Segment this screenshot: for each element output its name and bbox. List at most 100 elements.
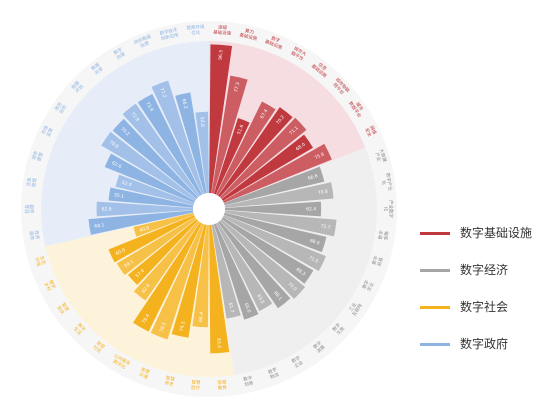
bar-society[interactable] [171,224,207,338]
bar-infra[interactable] [218,107,293,198]
legend-swatch [420,343,450,346]
bar-value-label: 62.6 [111,160,123,170]
bar-economy[interactable] [211,224,241,319]
bar-government[interactable] [101,131,197,201]
category-label: 数字生活 [72,322,88,337]
bar-value-label: 71.1 [288,125,300,136]
bar-economy[interactable] [216,222,273,312]
category-label: 产业数字化 [382,200,394,218]
bar-government[interactable] [137,93,202,196]
bar-value-label: 96.5 [218,50,225,61]
category-label: 社会治理 [23,204,35,213]
bar-value-label: 57.4 [134,268,146,279]
category-label: 数字技术创新应用 [159,26,180,42]
category-label: 智慧就业 [56,301,72,316]
bar-society[interactable] [127,219,199,285]
bar-society[interactable] [192,224,209,328]
bar-economy[interactable] [219,219,306,299]
legend-label: 数字经济 [460,263,509,277]
bar-economy[interactable] [218,220,291,309]
bar-government[interactable] [88,210,194,235]
bar-value-label: 62.6 [102,207,112,213]
bar-value-label: 78.5 [158,321,167,333]
category-label: 生态环境 [33,255,48,268]
bar-value-label: 67.4 [259,108,269,120]
bar-value-label: 83.4 [215,338,222,349]
category-label: 数字金融 [377,229,391,240]
category-label: 数字治理 [112,46,126,61]
category-label: 数字农业 [360,278,375,292]
bar-value-label: 74.3 [179,321,187,332]
bar-infra[interactable] [211,75,248,194]
bar-government[interactable] [195,111,209,194]
bar-value-label: 59.1 [123,259,135,270]
category-label: 营商环境优化 [186,23,205,37]
bar-economy[interactable] [224,182,334,208]
bar-value-label: 77.3 [233,82,241,93]
category-label: 数字企业 [290,354,304,369]
category-label: 智慧医疗 [191,378,201,391]
legend-swatch [420,269,450,272]
bar-value-label: 77.2 [158,87,167,99]
bar-value-label: 40.0 [139,225,150,234]
category-label: 大数据产业 [373,148,389,165]
bar-society[interactable] [133,212,195,237]
bar-economy[interactable] [223,166,325,206]
category-label: 智慧教育 [217,378,227,391]
bar-value-label: 55.1 [114,192,125,199]
bar-government[interactable] [175,92,207,194]
bar-value-label: 61.7 [227,302,235,313]
bar-infra[interactable] [209,44,233,194]
bar-government[interactable] [108,187,194,208]
category-label: 数据共享 [90,61,105,77]
bar-society[interactable] [108,214,196,263]
category-label: 智慧交通 [138,366,151,381]
bar-economy[interactable] [223,212,327,253]
bar-society[interactable] [132,222,202,332]
bar-infra[interactable] [219,117,307,199]
bar-economy[interactable] [224,201,322,217]
bar-society[interactable] [133,220,200,301]
bar-society[interactable] [209,224,230,354]
bar-infra[interactable] [221,134,314,201]
bar-economy[interactable] [221,217,314,284]
category-label: 数字物流 [267,366,280,381]
bar-value-label: 65.0 [243,302,252,314]
category-label: 政务服务 [28,230,42,241]
bar-value-label: 78.4 [141,313,151,325]
bar-value-label: 66.3 [180,98,188,109]
category-label: 数字创新 [243,374,255,388]
category-label: 政务协同 [53,100,69,115]
bar-government[interactable] [96,201,194,217]
category-label: 数字贸易 [370,254,385,267]
bar-government[interactable] [151,80,205,195]
bar-society[interactable] [150,223,205,340]
bar-value-label: 72.7 [320,223,331,230]
bar-value-label: 63.5 [255,293,265,305]
bar-value-label: 68.1 [272,290,283,302]
bar-economy[interactable] [222,214,326,272]
bar-society[interactable] [116,217,197,275]
bar-value-label: 62.0 [141,283,152,295]
bar-government[interactable] [104,153,196,204]
bar-infra[interactable] [222,143,332,204]
bar-value-label: 66.6 [307,173,318,182]
bar-value-label: 52.0 [121,180,132,189]
bar-government[interactable] [115,174,195,206]
bar-value-label: 66.4 [198,312,205,323]
legend-label: 数字政府 [460,337,509,351]
category-label: 数据开放 [70,79,86,94]
bar-economy[interactable] [224,210,337,237]
bar-government[interactable] [112,118,199,199]
bar-value-label: 51.6 [236,124,245,136]
bar-infra[interactable] [213,118,250,195]
bar-economy[interactable] [213,223,259,320]
bar-value-label: 75.6 [314,151,326,161]
bar-infra[interactable] [216,101,276,196]
bar-value-label: 68.3 [295,267,307,278]
bar-value-label: 72.9 [144,101,154,113]
bar-value-label: 72.9 [129,111,140,123]
center-hole [193,193,225,225]
bar-government[interactable] [122,103,200,198]
